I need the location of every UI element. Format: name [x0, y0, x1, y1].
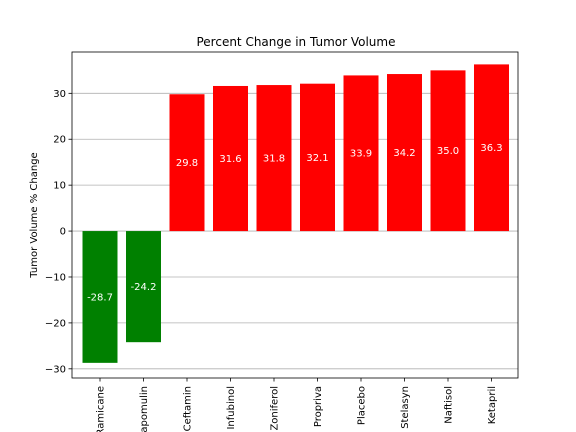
x-tick-label: Propriva [313, 386, 324, 427]
chart-title: Percent Change in Tumor Volume [196, 35, 395, 49]
bar-zoniferol [256, 85, 292, 232]
y-axis-label: Tumor Volume % Change [29, 152, 40, 278]
x-tick-label: Naftisol [444, 386, 455, 424]
bar-value-label: -28.7 [87, 292, 113, 303]
bar-value-label: 34.2 [393, 148, 415, 159]
bar-value-label: -24.2 [131, 282, 157, 293]
bar-value-label: 35.0 [437, 146, 459, 157]
axes: −30 −20 −10 0 10 20 30 Ramicane Capomulin Ceftami… [45, 51, 519, 432]
bar-infubinol [213, 85, 248, 232]
x-tick-label: Stelasyn [400, 386, 411, 429]
y-tick-label: 20 [53, 135, 66, 146]
bar-value-label: 29.8 [176, 158, 198, 169]
y-tick-label: −30 [45, 364, 66, 375]
y-tick-label: 10 [53, 181, 66, 192]
bar-value-label: 36.3 [480, 143, 502, 154]
bar-placebo [343, 75, 379, 232]
x-tick-label: Ramicane [96, 386, 107, 432]
plot-frame [71, 51, 519, 379]
y-tick-label: −20 [45, 318, 66, 329]
y-tick-label: 0 [60, 227, 66, 238]
y-tick-label: −10 [45, 272, 66, 283]
bar-value-label: 32.1 [306, 153, 328, 164]
bar-value-label: 33.9 [350, 149, 372, 160]
bar-value-label: 31.8 [263, 154, 285, 165]
bar-labels: -28.7 -24.2 29.8 31.6 31.8 32.1 33.9 34.2 35.0 36… [87, 143, 503, 303]
x-tick-label: Placebo [357, 386, 368, 425]
x-tick-label: Infubinol [226, 386, 237, 430]
bar-ceftamin [169, 94, 205, 232]
x-tick-label: Zoniferol [270, 386, 281, 431]
bar-ketapril [474, 64, 509, 232]
x-tick-label: Ceftamin [183, 386, 194, 431]
bar-propriva [300, 83, 335, 232]
x-tick-label: Capomulin [139, 386, 150, 432]
bar-value-label: 31.6 [219, 154, 241, 165]
bars [82, 64, 509, 363]
bar-naftisol [430, 70, 466, 232]
bar-capomulin [126, 231, 161, 343]
x-tick-label: Ketapril [487, 386, 498, 424]
y-tick-label: 30 [53, 89, 66, 100]
bar-stelasyn [387, 74, 422, 232]
bar-ramicane [82, 231, 118, 363]
